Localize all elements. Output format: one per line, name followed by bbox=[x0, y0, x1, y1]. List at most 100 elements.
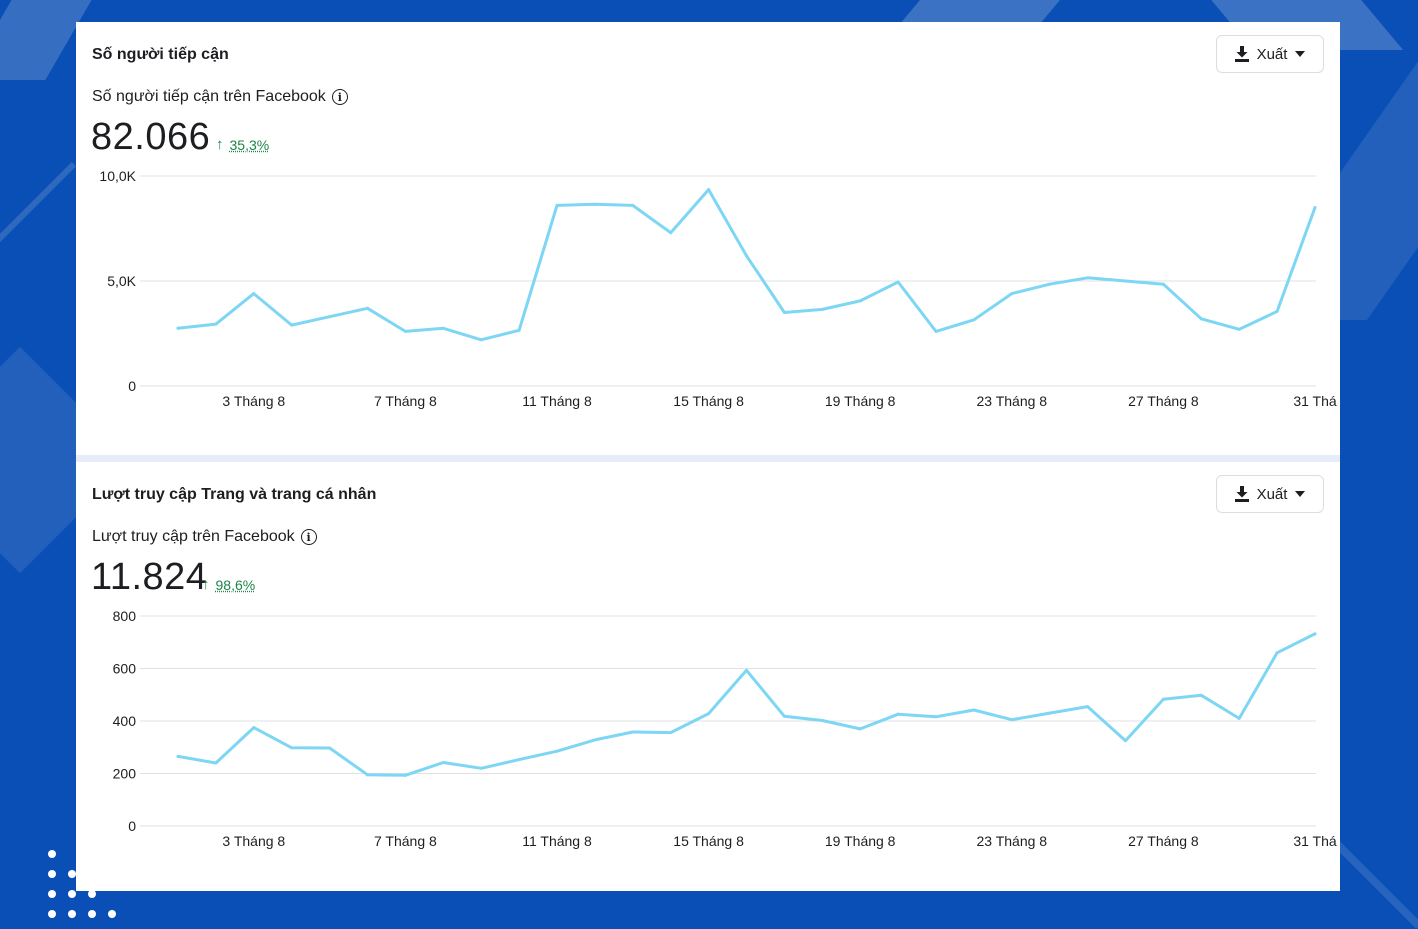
download-icon bbox=[1235, 46, 1249, 62]
data-point bbox=[252, 726, 255, 729]
metric-label: Lượt truy cập trên Facebook i bbox=[92, 528, 317, 546]
info-icon[interactable]: i bbox=[301, 529, 317, 545]
x-tick-label: 3 Tháng 8 bbox=[222, 833, 285, 849]
arrow-up-icon: ↑ bbox=[202, 576, 210, 593]
visits-panel: Lượt truy cập Trang và trang cá nhân Xuấ… bbox=[76, 462, 1340, 891]
reach-panel: Số người tiếp cận Xuất Số người tiếp cận… bbox=[76, 22, 1340, 455]
data-point bbox=[972, 708, 975, 711]
y-tick-label: 0 bbox=[128, 378, 136, 394]
data-point bbox=[1086, 705, 1089, 708]
data-point bbox=[783, 311, 786, 314]
data-point bbox=[669, 731, 672, 734]
data-point bbox=[707, 712, 710, 715]
metric-value: 82.066 bbox=[91, 116, 210, 159]
export-label: Xuất bbox=[1257, 46, 1288, 63]
decorative-dot bbox=[88, 910, 96, 918]
data-point bbox=[745, 669, 748, 672]
data-point bbox=[214, 762, 217, 765]
metric-label: Số người tiếp cận trên Facebook i bbox=[92, 88, 348, 106]
x-tick-label: 15 Tháng 8 bbox=[673, 393, 744, 409]
metric-label-text: Lượt truy cập trên Facebook bbox=[92, 528, 295, 546]
reach-line-chart: 05,0K10,0K3 Tháng 87 Tháng 8 11 Tháng 8 15… bbox=[76, 162, 1340, 422]
data-point bbox=[859, 727, 862, 730]
data-point bbox=[783, 715, 786, 718]
data-point bbox=[404, 774, 407, 777]
data-point bbox=[252, 292, 255, 295]
y-tick-label: 600 bbox=[113, 661, 137, 677]
data-point bbox=[935, 715, 938, 718]
data-point bbox=[1276, 651, 1279, 654]
data-point bbox=[290, 746, 293, 749]
metric-value: 11.824 bbox=[91, 556, 207, 599]
data-point bbox=[1048, 712, 1051, 715]
data-point bbox=[556, 750, 559, 753]
x-tick-label: 7 Tháng 8 bbox=[374, 833, 437, 849]
x-tick-label: 23 Tháng 8 bbox=[977, 393, 1048, 409]
decorative-dot bbox=[68, 910, 76, 918]
download-icon bbox=[1235, 486, 1249, 502]
data-point bbox=[442, 327, 445, 330]
metric-label-text: Số người tiếp cận trên Facebook bbox=[92, 88, 326, 106]
data-point bbox=[1124, 280, 1127, 283]
info-icon[interactable]: i bbox=[332, 89, 348, 105]
export-label: Xuất bbox=[1257, 486, 1288, 503]
background-shape bbox=[0, 162, 76, 244]
panel-divider bbox=[76, 455, 1340, 462]
data-point bbox=[1276, 310, 1279, 313]
decorative-dot bbox=[48, 910, 56, 918]
data-point bbox=[556, 204, 559, 207]
data-point bbox=[480, 338, 483, 341]
data-point bbox=[593, 738, 596, 741]
data-point bbox=[859, 299, 862, 302]
data-point bbox=[290, 324, 293, 327]
data-point bbox=[1238, 717, 1241, 720]
data-point bbox=[328, 747, 331, 750]
data-point bbox=[821, 719, 824, 722]
export-button[interactable]: Xuất bbox=[1216, 475, 1324, 513]
metric-change: ↑ 35,3% bbox=[216, 136, 269, 153]
data-point bbox=[518, 329, 521, 332]
data-point bbox=[631, 731, 634, 734]
export-button[interactable]: Xuất bbox=[1216, 35, 1324, 73]
decorative-dot bbox=[48, 890, 56, 898]
data-point bbox=[480, 767, 483, 770]
x-tick-label: 19 Tháng 8 bbox=[825, 833, 896, 849]
data-point bbox=[1238, 328, 1241, 331]
data-point bbox=[328, 315, 331, 318]
x-tick-label: 11 Tháng 8 bbox=[522, 393, 592, 409]
y-tick-label: 10,0K bbox=[99, 168, 136, 184]
data-point bbox=[404, 330, 407, 333]
change-percent[interactable]: 98,6% bbox=[216, 577, 256, 593]
decorative-dot bbox=[48, 870, 56, 878]
decorative-dot bbox=[108, 910, 116, 918]
data-point bbox=[1162, 283, 1165, 286]
x-tick-label: 19 Tháng 8 bbox=[825, 393, 896, 409]
data-point bbox=[1200, 317, 1203, 320]
data-point bbox=[1086, 276, 1089, 279]
metric-change: ↑ 98,6% bbox=[202, 576, 255, 593]
series-line bbox=[178, 190, 1315, 340]
decorative-dot bbox=[68, 890, 76, 898]
x-tick-label: 23 Tháng 8 bbox=[977, 833, 1048, 849]
data-point bbox=[366, 307, 369, 310]
caret-down-icon bbox=[1295, 51, 1305, 57]
x-tick-label: 3 Tháng 8 bbox=[222, 393, 285, 409]
change-percent[interactable]: 35,3% bbox=[230, 137, 270, 153]
decorative-dot bbox=[48, 850, 56, 858]
data-point bbox=[669, 231, 672, 234]
x-tick-label: 15 Tháng 8 bbox=[673, 833, 744, 849]
data-point bbox=[745, 254, 748, 257]
data-point bbox=[442, 761, 445, 764]
x-tick-label: 31 Thá bbox=[1293, 833, 1337, 849]
data-point bbox=[1010, 718, 1013, 721]
x-tick-label: 27 Tháng 8 bbox=[1128, 833, 1199, 849]
visits-line-chart: 0 200 400 600 800 3 Tháng 8 7 Tháng 8 11 Tháng … bbox=[76, 602, 1340, 862]
caret-down-icon bbox=[1295, 491, 1305, 497]
x-tick-label: 31 Thá bbox=[1293, 393, 1337, 409]
arrow-up-icon: ↑ bbox=[216, 136, 224, 153]
y-tick-label: 0 bbox=[128, 818, 136, 834]
decorative-dot bbox=[68, 870, 76, 878]
data-point bbox=[177, 327, 180, 330]
data-point bbox=[518, 758, 521, 761]
series-line bbox=[178, 634, 1315, 776]
